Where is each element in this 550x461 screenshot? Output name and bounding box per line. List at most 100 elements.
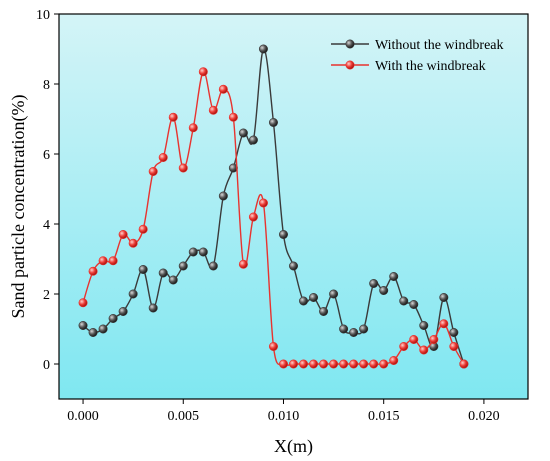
y-tick-label: 4 <box>43 218 50 233</box>
y-tick-label: 10 <box>36 8 50 23</box>
data-point <box>218 84 228 94</box>
x-tick-label: 0.015 <box>368 409 400 424</box>
data-point <box>148 167 158 177</box>
data-point <box>449 327 459 337</box>
data-point <box>148 303 158 313</box>
data-point <box>399 341 409 351</box>
data-point <box>118 230 128 240</box>
data-point <box>369 278 379 288</box>
legend-item: Without the windbreak <box>331 38 504 53</box>
data-point <box>248 212 258 222</box>
plot-frame <box>58 13 529 400</box>
series-layer <box>78 44 469 369</box>
y-tick-label: 0 <box>43 358 50 373</box>
y-tick-label: 8 <box>43 78 50 93</box>
data-point <box>288 359 298 369</box>
data-point <box>349 359 359 369</box>
data-point <box>198 247 208 257</box>
data-point <box>108 256 118 266</box>
data-point <box>188 123 198 133</box>
data-point <box>78 298 88 308</box>
data-point <box>218 191 228 201</box>
data-point <box>108 313 118 323</box>
legend-marker <box>345 60 355 70</box>
data-point <box>128 238 138 248</box>
data-point <box>339 324 349 334</box>
data-point <box>369 359 379 369</box>
data-point <box>258 44 268 54</box>
data-point <box>349 327 359 337</box>
data-point <box>138 264 148 274</box>
data-point <box>429 334 439 344</box>
data-point <box>389 271 399 281</box>
data-point <box>439 319 449 329</box>
data-point <box>178 163 188 173</box>
data-point <box>88 266 98 276</box>
data-point <box>459 359 469 369</box>
legend-label: Without the windbreak <box>375 38 504 53</box>
legend-item: With the windbreak <box>331 59 486 74</box>
data-point <box>359 324 369 334</box>
data-point <box>319 359 329 369</box>
data-point <box>168 275 178 285</box>
data-point <box>208 105 218 115</box>
data-point <box>359 359 369 369</box>
data-point <box>98 256 108 266</box>
data-point <box>419 345 429 355</box>
data-point <box>439 292 449 302</box>
y-tick-label: 2 <box>43 288 50 303</box>
data-point <box>278 359 288 369</box>
legend-label: With the windbreak <box>375 59 486 74</box>
legend-marker <box>345 39 355 49</box>
data-point <box>309 292 319 302</box>
data-point <box>238 259 248 269</box>
data-point <box>409 334 419 344</box>
data-point <box>168 112 178 122</box>
x-axis-title: X(m) <box>274 436 313 457</box>
data-point <box>288 261 298 271</box>
data-point <box>188 247 198 257</box>
data-point <box>329 359 339 369</box>
legend: Without the windbreak With the windbreak <box>331 38 504 74</box>
data-point <box>309 359 319 369</box>
data-point <box>449 341 459 351</box>
data-point <box>228 112 238 122</box>
data-point <box>409 299 419 309</box>
x-tick-label: 0.000 <box>67 409 99 424</box>
data-point <box>399 296 409 306</box>
data-point <box>118 306 128 316</box>
axis-layer: 0.000 0.005 0.010 0.015 0.020 0 2 4 6 8 10 <box>36 8 500 424</box>
data-point <box>158 268 168 278</box>
data-point <box>339 359 349 369</box>
data-point <box>248 135 258 145</box>
data-point <box>278 230 288 240</box>
data-point <box>128 289 138 299</box>
data-point <box>319 306 329 316</box>
data-point <box>379 285 389 295</box>
data-point <box>258 198 268 208</box>
data-point <box>238 128 248 138</box>
y-axis-title: Sand particle concentration(%) <box>8 95 29 319</box>
series-line <box>82 71 465 366</box>
data-point <box>389 355 399 365</box>
data-point <box>419 320 429 330</box>
data-point <box>198 67 208 77</box>
data-point <box>379 359 389 369</box>
x-tick-label: 0.005 <box>168 409 200 424</box>
x-tick-label: 0.010 <box>268 409 300 424</box>
series-2 <box>78 67 469 369</box>
data-point <box>88 327 98 337</box>
data-point <box>299 296 309 306</box>
y-tick-label: 6 <box>43 148 50 163</box>
x-tick-label: 0.020 <box>468 409 500 424</box>
data-point <box>208 261 218 271</box>
data-point <box>329 289 339 299</box>
data-point <box>158 153 168 163</box>
data-point <box>268 118 278 128</box>
data-point <box>178 261 188 271</box>
data-point <box>78 320 88 330</box>
data-point <box>98 324 108 334</box>
data-point <box>138 224 148 234</box>
data-point <box>268 341 278 351</box>
